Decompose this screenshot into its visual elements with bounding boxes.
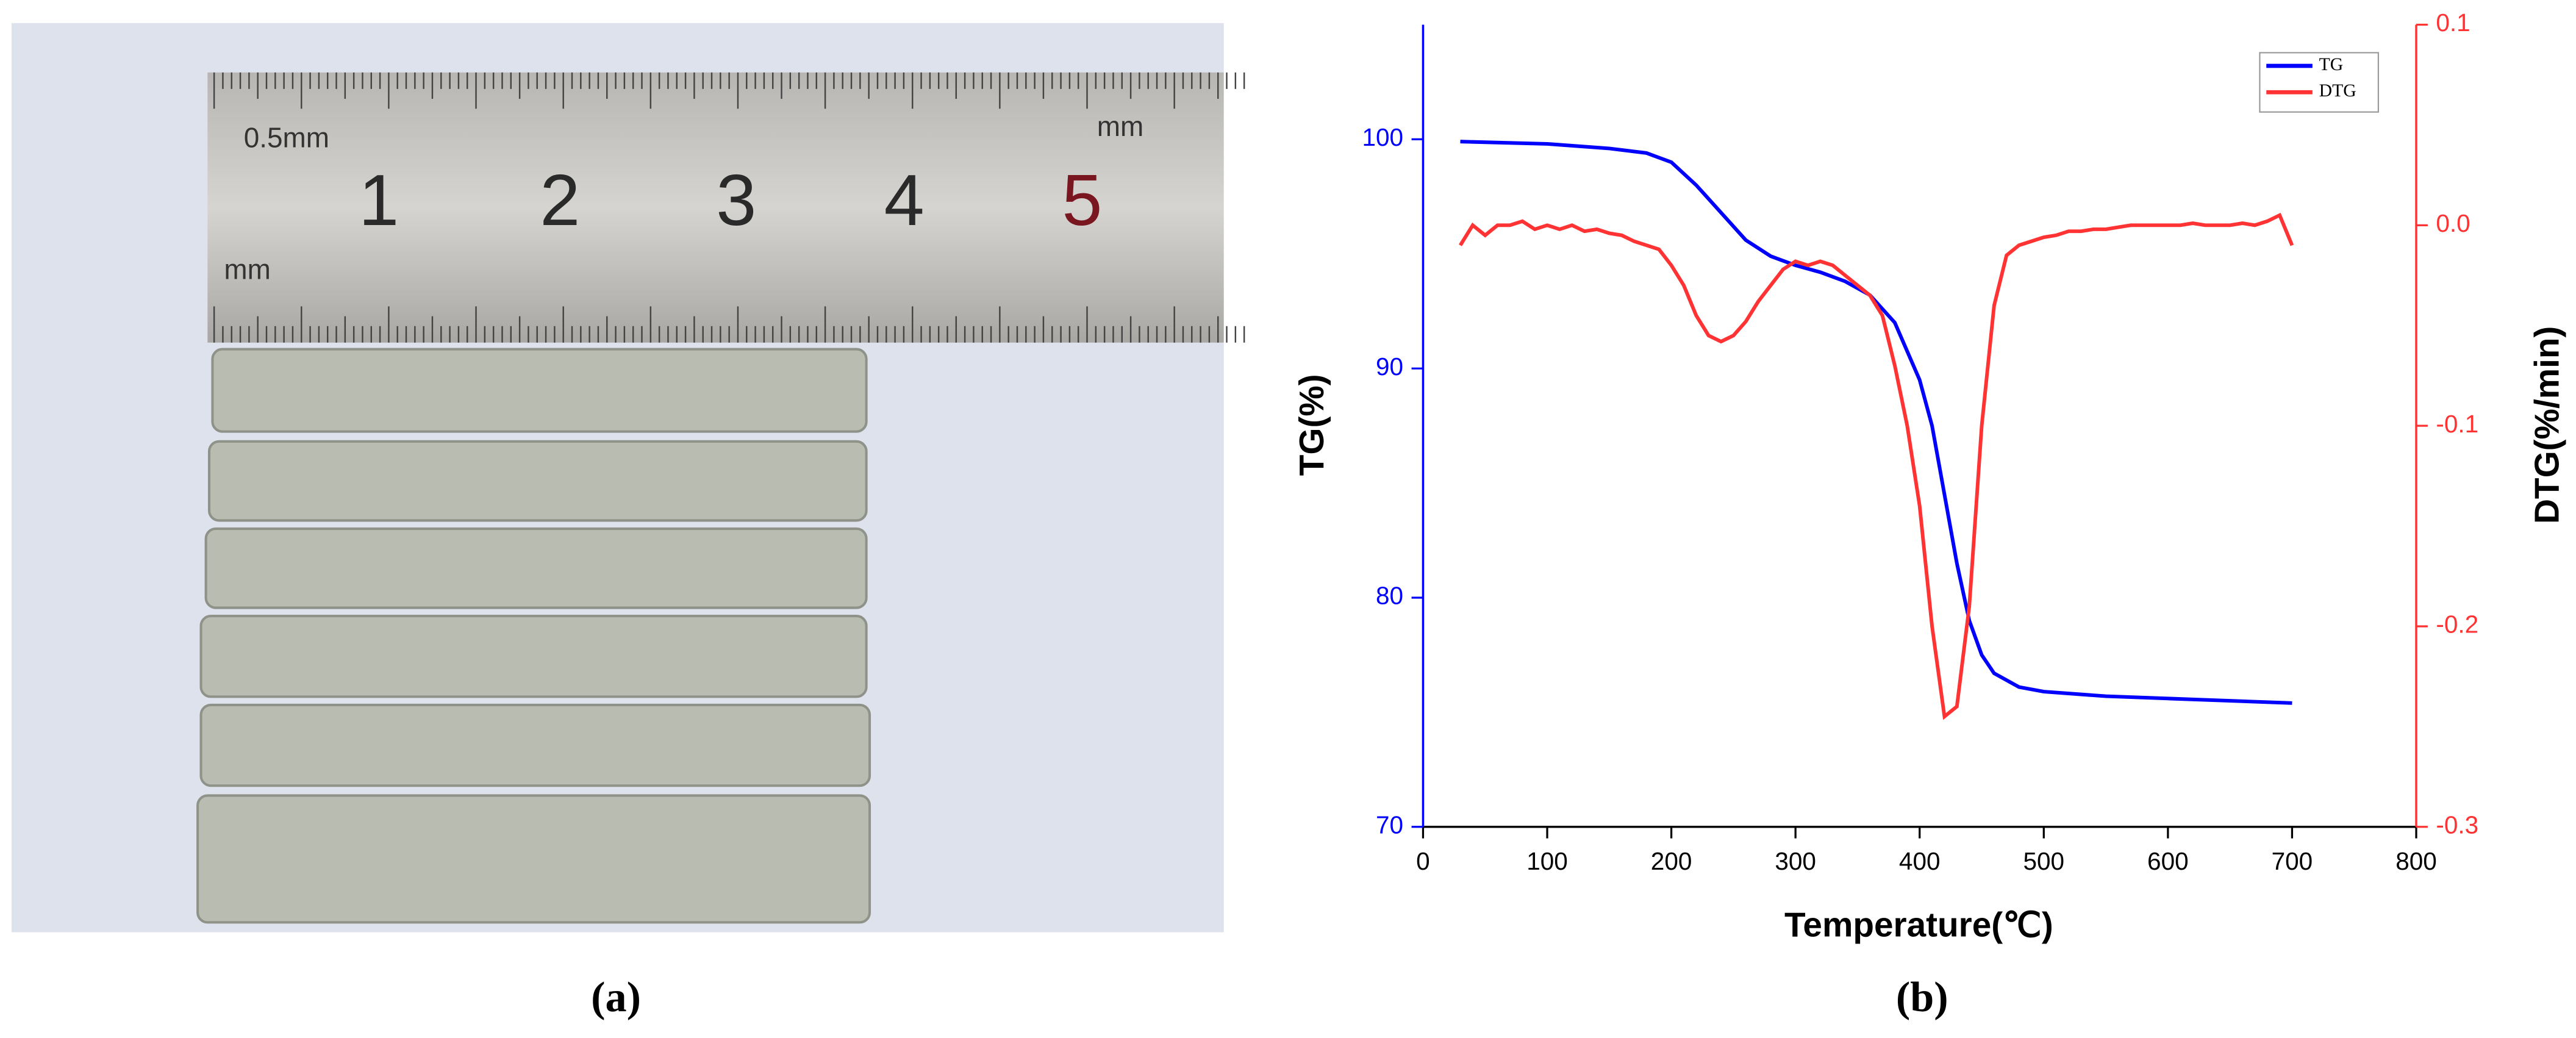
caption: (a) [591, 973, 641, 1021]
y2-axis-label: DTG(%/min) [2528, 326, 2567, 524]
chart: Temperature(℃) TG(%) DTG(%/min) 0 100 200 3… [1293, 9, 2567, 944]
specimen [196, 794, 871, 924]
specimen [199, 703, 871, 787]
caption: (b) [1896, 973, 1948, 1021]
specimen [204, 527, 868, 609]
specimens [196, 348, 871, 924]
y-tick-label: 100 [1362, 123, 1403, 151]
legend-box [2259, 52, 2379, 113]
ruler-ticks [213, 72, 1245, 343]
x-tick-label: 600 [2147, 847, 2189, 875]
x-tick-label: 800 [2395, 847, 2437, 875]
ruler-number: 4 [884, 160, 925, 241]
y2-tick-label: 0.0 [2436, 209, 2470, 237]
legend-label: TG [2319, 55, 2344, 74]
ruler-label: 0.5mm [244, 122, 329, 154]
x-tick-label: 700 [2272, 847, 2313, 875]
legend-label: DTG [2319, 81, 2356, 101]
ruler-label: mm [224, 254, 270, 285]
x-tick-label: 500 [2023, 847, 2065, 875]
y2-tick-label: -0.3 [2436, 811, 2478, 839]
ruler [207, 72, 1224, 343]
y2-tick-label: -0.1 [2436, 410, 2478, 438]
y-tick-label: 90 [1376, 353, 1403, 381]
x-tick-label: 300 [1775, 847, 1816, 875]
ruler-label: mm [1097, 110, 1143, 142]
specimen [199, 615, 868, 698]
ruler-number: 1 [359, 160, 399, 241]
y2-tick-label: 0.1 [2436, 9, 2470, 37]
ruler-number: 3 [716, 160, 756, 241]
specimen [211, 348, 868, 433]
ruler-number: 2 [540, 160, 580, 241]
x-tick-label: 0 [1416, 847, 1430, 875]
x-tick-label: 200 [1651, 847, 1692, 875]
x-tick-label: 400 [1899, 847, 1941, 875]
y-tick-label: 70 [1376, 811, 1403, 839]
photo: 0.5mm mm mm 1 2 3 4 5 [11, 23, 1245, 932]
y2-tick-label: -0.2 [2436, 610, 2478, 639]
ruler-number: 5 [1062, 160, 1102, 241]
line-series [1460, 140, 2292, 705]
x-axis-label: Temperature(℃) [1784, 906, 2053, 944]
y-tick-label: 80 [1376, 582, 1403, 610]
specimen [207, 440, 868, 522]
x-tick-label: 100 [1526, 847, 1568, 875]
y-axis-label: TG(%) [1293, 374, 1331, 476]
line-series [1458, 212, 2294, 720]
